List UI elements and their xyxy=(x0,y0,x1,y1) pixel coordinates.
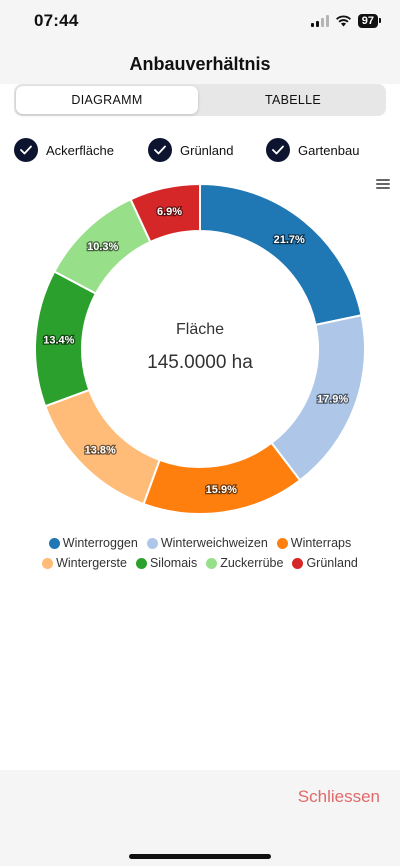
donut-chart: 21.7% 17.9% 15.9% 13.8% 13.4% 10.3% 6.9% Fläch… xyxy=(34,182,366,515)
status-icons: 97 xyxy=(310,14,382,28)
legend-label: Zuckerrübe xyxy=(220,556,284,570)
check-icon xyxy=(14,138,38,162)
legend-item[interactable]: Winterweichweizen xyxy=(146,536,268,550)
filter-checkboxes: Ackerfläche Grünland Gartenbau xyxy=(14,138,386,166)
filter-gruenland[interactable]: Grünland xyxy=(148,138,233,162)
legend-swatch xyxy=(48,537,60,549)
chart-center-value: 145.0000 ha xyxy=(147,352,253,373)
legend-item[interactable]: Zuckerrübe xyxy=(206,556,283,570)
slice-label: 10.3% xyxy=(87,241,118,253)
filter-ackerflaeche[interactable]: Ackerfläche xyxy=(14,138,114,162)
status-bar: 07:44 97 xyxy=(0,0,400,44)
legend-item[interactable]: Silomais xyxy=(135,556,198,570)
slice-label: 21.7% xyxy=(274,234,305,246)
header: Anbauverhältnis xyxy=(0,44,400,84)
legend-item[interactable]: Grünland xyxy=(292,556,358,570)
page-title: Anbauverhältnis xyxy=(129,54,271,74)
view-switcher: DIAGRAMM TABELLE xyxy=(14,84,386,116)
slice-grünland[interactable] xyxy=(129,182,201,244)
legend-item[interactable]: Winterraps xyxy=(276,536,352,550)
battery-icon: 97 xyxy=(357,14,382,28)
close-button[interactable]: Schliessen xyxy=(297,787,380,806)
filter-label: Grünland xyxy=(180,142,234,158)
legend-label: Winterweichweizen xyxy=(160,536,268,550)
slice-label: 15.9% xyxy=(206,484,237,496)
slice-label: 13.4% xyxy=(43,334,74,346)
tab-diagramm[interactable]: DIAGRAMM xyxy=(16,86,198,114)
menu-icon[interactable] xyxy=(376,179,390,189)
legend-swatch xyxy=(146,537,158,549)
chart-center-title: Fläche xyxy=(176,321,224,338)
tab-tabelle[interactable]: TABELLE xyxy=(264,93,322,107)
chart-slices xyxy=(34,182,366,515)
slice-winterraps[interactable] xyxy=(142,441,302,515)
chart-legend: Winterroggen Winterweichweizen Winterraps W… xyxy=(0,536,400,576)
legend-label: Silomais xyxy=(149,556,198,570)
filter-gartenbau[interactable]: Gartenbau xyxy=(266,138,359,162)
slice-label: 13.8% xyxy=(85,444,116,456)
status-time: 07:44 xyxy=(34,11,79,30)
legend-label: Winterraps xyxy=(290,536,352,550)
slice-label: 17.9% xyxy=(317,393,348,405)
check-icon xyxy=(266,138,290,162)
chart-slice-labels: 21.7% 17.9% 15.9% 13.8% 13.4% 10.3% 6.9% xyxy=(42,205,350,498)
legend-label: Winterroggen xyxy=(62,536,138,550)
slice-label: 6.9% xyxy=(157,206,182,218)
legend-swatch xyxy=(206,557,218,569)
legend-row: Winterroggen Winterweichweizen Winterraps xyxy=(0,536,400,550)
legend-item[interactable]: Wintergerste xyxy=(42,556,127,570)
legend-label: Grünland xyxy=(306,556,358,570)
legend-swatch xyxy=(42,557,54,569)
legend-swatch xyxy=(135,557,147,569)
slice-winterroggen[interactable] xyxy=(199,182,363,327)
legend-row: Wintergerste Silomais Zuckerrübe Grünland xyxy=(0,556,400,570)
filter-label: Gartenbau xyxy=(298,142,360,158)
home-indicator xyxy=(129,854,271,859)
legend-item[interactable]: Winterroggen xyxy=(48,536,138,550)
signal-icon xyxy=(310,15,329,27)
legend-swatch xyxy=(276,537,288,549)
filter-label: Ackerfläche xyxy=(46,142,114,158)
content: DIAGRAMM TABELLE Ackerfläche Grünland Ga… xyxy=(0,84,400,770)
check-icon xyxy=(148,138,172,162)
legend-swatch xyxy=(292,557,304,569)
legend-label: Wintergerste xyxy=(56,556,127,570)
footer: Schliessen xyxy=(0,770,400,866)
wifi-icon xyxy=(335,15,351,27)
